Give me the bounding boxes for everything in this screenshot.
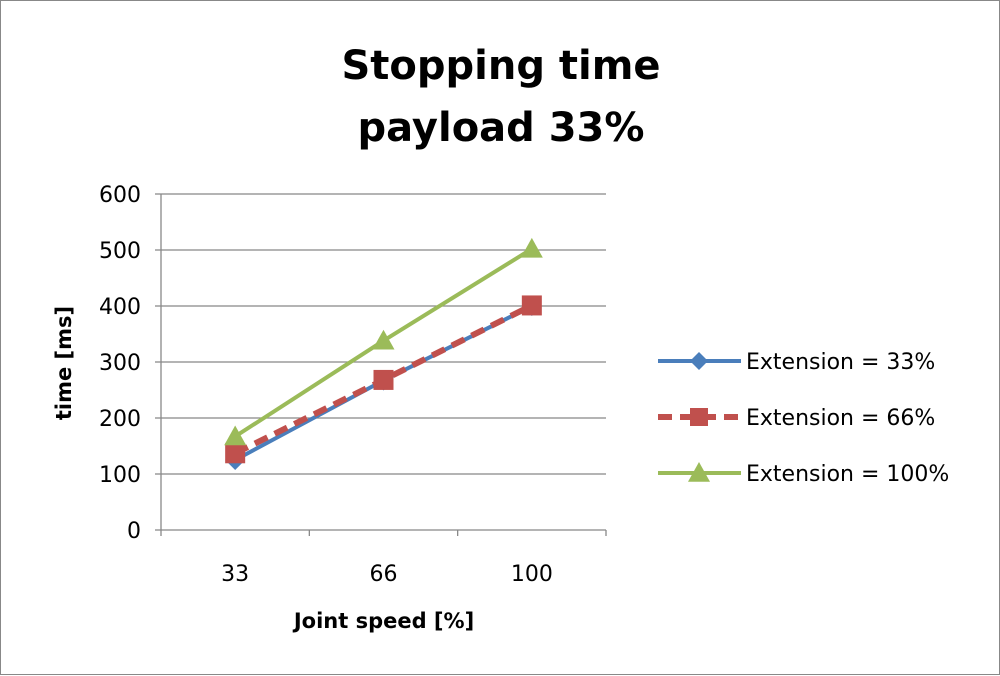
square-marker	[521, 295, 542, 316]
x-tick-label: 100	[511, 562, 553, 587]
triangle-marker	[688, 462, 710, 482]
square-marker	[225, 443, 246, 464]
x-axis-label: Joint speed [%]	[292, 609, 474, 633]
square-marker	[373, 369, 394, 390]
legend-item: Extension = 66%	[658, 406, 935, 431]
chart-title: Stopping time	[341, 43, 660, 89]
legend-item: Extension = 33%	[658, 350, 935, 375]
legend-item: Extension = 100%	[658, 462, 949, 487]
chart-subtitle: payload 33%	[358, 105, 645, 151]
x-tick-label: 66	[370, 562, 398, 587]
y-tick-label: 600	[99, 183, 141, 208]
triangle-marker	[520, 237, 543, 258]
y-tick-label: 100	[99, 463, 141, 488]
y-tick-label: 500	[99, 239, 141, 264]
y-tick-label: 300	[99, 351, 141, 376]
diamond-marker	[690, 352, 708, 370]
x-tick-label: 33	[221, 562, 249, 587]
series-2	[225, 295, 542, 464]
y-tick-label: 400	[99, 295, 141, 320]
square-marker	[690, 408, 708, 426]
y-axis-label: time [ms]	[52, 306, 76, 420]
legend-label: Extension = 33%	[746, 350, 935, 375]
y-tick-label: 200	[99, 407, 141, 432]
y-tick-label: 0	[127, 519, 141, 544]
triangle-marker	[372, 329, 395, 350]
legend-label: Extension = 66%	[746, 406, 935, 431]
series-3	[224, 237, 543, 446]
triangle-marker	[224, 425, 247, 446]
legend-label: Extension = 100%	[746, 462, 949, 487]
